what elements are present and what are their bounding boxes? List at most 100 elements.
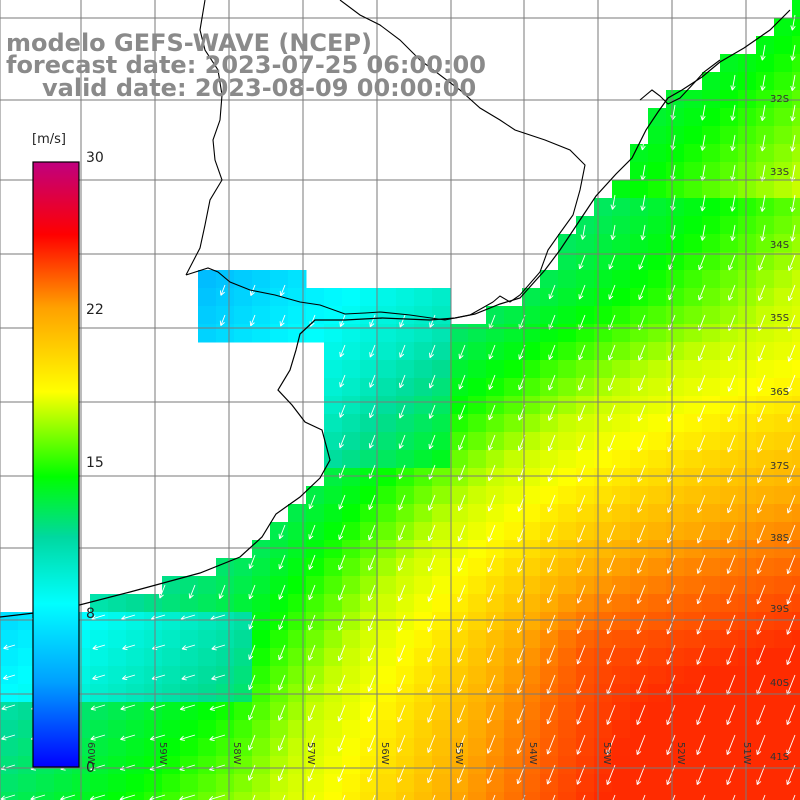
wind-speed-cell <box>198 792 217 800</box>
wind-arrow <box>760 104 766 122</box>
wind-speed-cell <box>702 162 721 181</box>
wind-speed-cell <box>414 774 433 793</box>
wind-arrow <box>397 524 406 541</box>
wind-arrow <box>339 314 346 327</box>
wind-speed-cell <box>432 720 451 739</box>
wind-arrow <box>120 734 136 741</box>
wind-speed-cell <box>792 738 800 757</box>
wind-speed-cell <box>720 468 739 487</box>
wind-speed-cell <box>234 720 253 739</box>
wind-speed-cell <box>324 522 343 541</box>
wind-arrow <box>211 674 226 681</box>
wind-speed-cell <box>774 576 793 595</box>
wind-speed-cell <box>558 630 577 649</box>
wind-speed-cell <box>432 702 451 721</box>
wind-speed-cell <box>756 144 775 163</box>
wind-speed-cell <box>378 648 397 667</box>
wind-speed-cell <box>90 666 109 685</box>
wind-speed-cell <box>270 288 289 307</box>
wind-speed-cell <box>234 558 253 577</box>
wind-speed-cell <box>756 342 775 361</box>
wind-arrow <box>120 704 136 711</box>
wind-arrow <box>428 464 436 480</box>
wind-speed-cell <box>504 360 523 379</box>
wind-speed-cell <box>576 720 595 739</box>
wind-arrow <box>428 434 436 450</box>
wind-arrow <box>307 704 316 722</box>
wind-speed-cell <box>432 522 451 541</box>
wind-speed-cell <box>270 540 289 559</box>
wind-speed-cell <box>792 504 800 523</box>
colorbar-tick-8: 8 <box>86 606 95 622</box>
wind-speed-cell <box>720 738 739 757</box>
wind-speed-cell <box>576 792 595 800</box>
wind-speed-cell <box>630 666 649 685</box>
wind-speed-cell <box>666 594 685 613</box>
wind-speed-cell <box>594 324 613 343</box>
lon-label: 55W <box>453 742 464 765</box>
wind-speed-cell <box>144 792 163 800</box>
wind-speed-cell <box>162 684 181 703</box>
wind-speed-cell <box>360 432 379 451</box>
wind-speed-cell <box>630 486 649 505</box>
wind-arrow <box>696 704 706 726</box>
wind-speed-cell <box>720 396 739 415</box>
wind-speed-cell <box>774 396 793 415</box>
wind-arrow <box>606 644 616 665</box>
wind-arrow <box>760 44 766 61</box>
wind-arrow <box>786 554 796 575</box>
wind-speed-cell <box>792 612 800 631</box>
wind-speed-cell <box>684 504 703 523</box>
wind-speed-cell <box>540 774 559 793</box>
wind-speed-cell <box>792 432 800 451</box>
wind-speed-cell <box>648 666 667 685</box>
wind-speed-cell <box>360 288 379 307</box>
wind-speed-cell <box>360 612 379 631</box>
wind-speed-cell <box>468 342 487 361</box>
wind-arrow <box>697 374 706 392</box>
wind-speed-cell <box>414 702 433 721</box>
wind-speed-cell <box>378 720 397 739</box>
wind-arrow <box>277 704 286 721</box>
wind-speed-cell <box>666 702 685 721</box>
wind-speed-cell <box>126 774 145 793</box>
wind-speed-cell <box>648 234 667 253</box>
wind-arrow <box>637 344 646 361</box>
wind-arrow <box>372 794 376 800</box>
wind-arrow <box>727 464 736 483</box>
wind-speed-cell <box>666 792 685 800</box>
wind-speed-cell <box>414 468 433 487</box>
wind-speed-cell <box>198 576 217 595</box>
wind-speed-cell <box>468 558 487 577</box>
wind-speed-cell <box>432 558 451 577</box>
wind-speed-cell <box>126 648 145 667</box>
wind-speed-cell <box>576 612 595 631</box>
wind-speed-cell <box>738 522 757 541</box>
wind-speed-cell <box>360 486 379 505</box>
wind-arrow <box>640 194 646 211</box>
wind-arrow <box>756 704 766 726</box>
wind-arrow <box>606 734 616 755</box>
wind-arrow <box>367 584 376 601</box>
wind-speed-cell <box>414 792 433 800</box>
wind-speed-cell <box>504 540 523 559</box>
wind-speed-cell <box>486 738 505 757</box>
wind-speed-cell <box>432 468 451 487</box>
wind-arrow <box>757 434 766 453</box>
wind-speed-cell <box>684 162 703 181</box>
wind-speed-cell <box>18 684 37 703</box>
wind-arrow <box>608 344 616 361</box>
wind-speed-cell <box>396 450 415 469</box>
wind-arrow <box>760 74 766 91</box>
wind-arrow <box>552 794 556 800</box>
wind-speed-cell <box>540 666 559 685</box>
wind-speed-cell <box>486 612 505 631</box>
wind-speed-cell <box>18 702 37 721</box>
wind-speed-cell <box>270 594 289 613</box>
wind-arrow <box>547 404 556 421</box>
wind-speed-cell <box>486 594 505 613</box>
wind-speed-cell <box>594 486 613 505</box>
wind-arrow <box>367 644 376 662</box>
wind-speed-cell <box>666 504 685 523</box>
